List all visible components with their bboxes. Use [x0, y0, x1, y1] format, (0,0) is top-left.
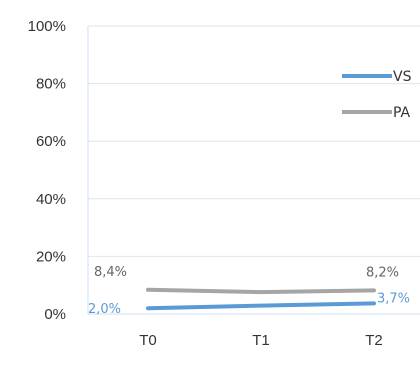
data-label-pa: 8,2%: [366, 265, 399, 280]
y-tick-label: 20%: [36, 248, 66, 265]
data-label-pa: 8,4%: [94, 265, 127, 280]
y-axis-tick-labels: 0% 20% 40% 60% 80% 100%: [28, 18, 66, 323]
legend-label-vs: VS: [393, 69, 412, 85]
series-line-pa: [146, 287, 376, 295]
x-tick-label: T1: [252, 332, 270, 349]
series-lines: [146, 287, 376, 311]
data-labels: 2,0% 3,7% 8,4% 8,2%: [88, 265, 410, 317]
x-tick-label: T0: [139, 332, 157, 349]
gridlines: [88, 25, 420, 315]
y-tick-label: 100%: [28, 18, 66, 35]
y-tick-label: 60%: [36, 133, 66, 150]
data-label-vs: 2,0%: [88, 302, 121, 317]
series-line-vs: [146, 301, 376, 311]
x-axis-tick-labels: T0 T1 T2: [139, 332, 383, 349]
data-label-vs: 3,7%: [377, 291, 410, 306]
y-tick-label: 40%: [36, 191, 66, 208]
x-tick-label: T2: [365, 332, 383, 349]
y-tick-label: 80%: [36, 76, 66, 93]
y-tick-label: 0%: [44, 306, 66, 323]
legend-label-pa: PA: [393, 105, 411, 121]
legend: VS PA: [342, 69, 412, 121]
